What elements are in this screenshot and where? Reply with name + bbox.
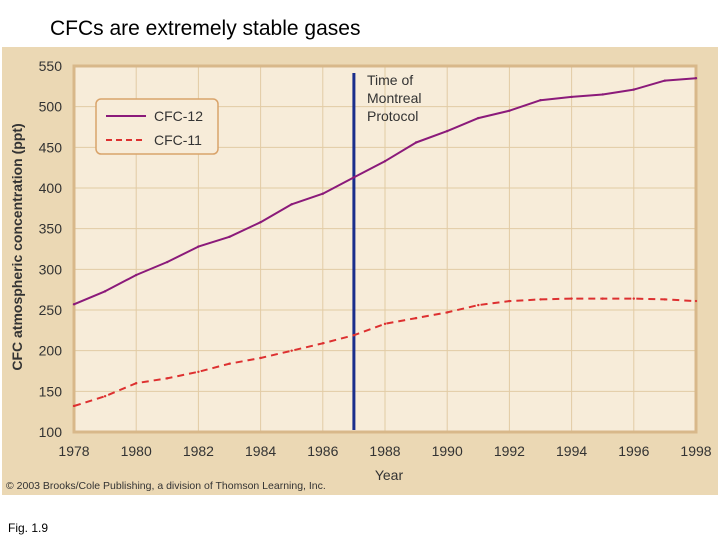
y-axis-label: CFC atmospheric concentration (ppt) [9, 123, 25, 370]
data-point-cfc-12 [383, 159, 387, 163]
data-point-cfc-11 [632, 297, 635, 300]
y-tick-label: 200 [39, 343, 63, 359]
data-point-cfc-11 [694, 299, 698, 303]
data-point-cfc-12 [228, 235, 231, 238]
y-tick-label: 350 [39, 221, 63, 237]
copyright-credit: © 2003 Brooks/Cole Publishing, a divisio… [6, 480, 326, 492]
y-tick-label: 300 [39, 261, 63, 277]
y-tick-label: 550 [39, 58, 63, 74]
y-tick-label: 500 [39, 99, 63, 115]
x-tick-label: 1990 [432, 443, 463, 459]
data-point-cfc-12 [508, 109, 511, 112]
annotation-group: Time of Montreal Protocol [352, 72, 421, 430]
data-point-cfc-11 [321, 342, 324, 345]
data-point-cfc-12 [414, 141, 418, 144]
data-point-cfc-11 [446, 311, 449, 314]
y-tick-label: 400 [39, 180, 63, 196]
data-point-cfc-11 [135, 382, 138, 385]
data-point-cfc-12 [197, 245, 200, 248]
x-axis-label: Year [375, 467, 404, 483]
x-tick-label: 1996 [618, 443, 649, 459]
x-tick-label: 1986 [307, 443, 338, 459]
x-tick-label: 1984 [245, 443, 276, 459]
data-point-cfc-12 [663, 79, 667, 82]
y-tick-label: 150 [39, 383, 63, 399]
data-point-cfc-12 [632, 88, 635, 91]
series-line-cfc-11 [73, 297, 697, 407]
data-point-cfc-11 [290, 349, 293, 352]
data-point-cfc-11 [352, 334, 356, 337]
data-point-cfc-11 [570, 297, 573, 300]
data-point-cfc-11 [539, 298, 542, 301]
data-point-cfc-12 [352, 176, 356, 179]
data-point-cfc-12 [446, 129, 449, 133]
x-tick-labels: 1978 1980 1982 1984 1986 1988 1990 1992 1994 1996… [58, 443, 711, 459]
x-tick-label: 1978 [58, 443, 89, 459]
x-tick-label: 1998 [680, 443, 711, 459]
annotation-text-line: Time of [367, 72, 413, 88]
data-point-cfc-11 [477, 303, 480, 307]
data-point-cfc-12 [539, 98, 542, 102]
data-point-cfc-11 [259, 356, 262, 360]
y-tick-label: 450 [39, 139, 63, 155]
data-point-cfc-12 [135, 273, 138, 277]
grid [72, 64, 698, 434]
y-tick-label: 100 [39, 424, 63, 440]
data-point-cfc-11 [383, 322, 387, 326]
data-point-cfc-12 [694, 77, 698, 80]
figure-label: Fig. 1.9 [8, 521, 49, 535]
legend-label: CFC-11 [154, 132, 202, 148]
data-point-cfc-11 [103, 395, 107, 398]
data-point-cfc-11 [414, 316, 418, 320]
data-point-cfc-12 [477, 116, 480, 120]
plot-border [72, 64, 698, 434]
legend-label: CFC-12 [154, 108, 203, 124]
data-point-cfc-12 [601, 93, 604, 96]
data-point-cfc-12 [290, 203, 293, 206]
x-tick-label: 1992 [494, 443, 525, 459]
y-tick-labels: 100 150 200 250 300 350 400 450 500 550 [39, 58, 63, 440]
data-point-cfc-12 [72, 303, 76, 306]
data-point-cfc-11 [663, 298, 667, 301]
x-tick-label: 1988 [369, 443, 400, 459]
series-group [72, 77, 698, 408]
annotation-text-line: Montreal [367, 90, 421, 106]
data-point-cfc-11 [197, 370, 200, 374]
data-point-cfc-11 [508, 299, 511, 303]
y-tick-label: 250 [39, 302, 63, 318]
x-tick-label: 1980 [121, 443, 152, 459]
annotation-text-line: Protocol [367, 108, 418, 124]
data-point-cfc-12 [321, 192, 324, 195]
x-tick-label: 1982 [183, 443, 214, 459]
data-point-cfc-11 [166, 377, 169, 380]
data-point-cfc-12 [259, 220, 262, 224]
data-point-cfc-11 [72, 404, 76, 408]
data-point-cfc-12 [103, 290, 107, 293]
data-point-cfc-12 [570, 95, 573, 99]
legend: CFC-12 CFC-11 [95, 98, 219, 155]
slide-title: CFCs are extremely stable gases [50, 17, 361, 40]
data-point-cfc-12 [166, 260, 169, 264]
x-tick-label: 1994 [556, 443, 587, 459]
data-point-cfc-11 [601, 297, 604, 300]
data-point-cfc-11 [228, 362, 231, 365]
